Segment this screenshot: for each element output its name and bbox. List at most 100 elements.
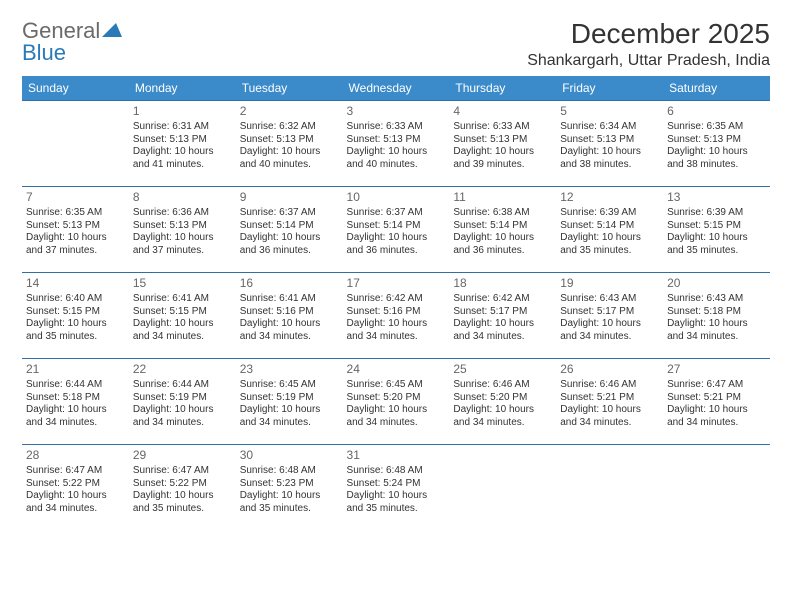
sunset-text: Sunset: 5:19 PM <box>240 392 339 405</box>
calendar-cell: 12Sunrise: 6:39 AMSunset: 5:14 PMDayligh… <box>556 187 663 273</box>
sunrise-text: Sunrise: 6:41 AM <box>240 293 339 306</box>
calendar-cell: 28Sunrise: 6:47 AMSunset: 5:22 PMDayligh… <box>22 445 129 531</box>
daylight-text: Daylight: 10 hours and 36 minutes. <box>453 232 552 257</box>
sunrise-text: Sunrise: 6:47 AM <box>26 465 125 478</box>
calendar-cell: 5Sunrise: 6:34 AMSunset: 5:13 PMDaylight… <box>556 101 663 187</box>
calendar-cell: 16Sunrise: 6:41 AMSunset: 5:16 PMDayligh… <box>236 273 343 359</box>
calendar-row: 28Sunrise: 6:47 AMSunset: 5:22 PMDayligh… <box>22 445 770 531</box>
sunrise-text: Sunrise: 6:47 AM <box>133 465 232 478</box>
title-block: December 2025 Shankargarh, Uttar Pradesh… <box>527 18 770 70</box>
day-number: 22 <box>133 362 232 377</box>
calendar-row: 21Sunrise: 6:44 AMSunset: 5:18 PMDayligh… <box>22 359 770 445</box>
day-number: 15 <box>133 276 232 291</box>
sunset-text: Sunset: 5:13 PM <box>133 134 232 147</box>
calendar-cell: 8 Sunrise: 6:36 AMSunset: 5:13 PMDaylight… <box>129 187 236 273</box>
calendar-cell: 22Sunrise: 6:44 AMSunset: 5:19 PMDayligh… <box>129 359 236 445</box>
sunrise-text: Sunrise: 6:39 AM <box>667 207 766 220</box>
calendar-cell: 13Sunrise: 6:39 AMSunset: 5:15 PMDayligh… <box>663 187 770 273</box>
calendar-row: 7Sunrise: 6:35 AMSunset: 5:13 PMDaylight… <box>22 187 770 273</box>
calendar-cell: 25Sunrise: 6:46 AMSunset: 5:20 PMDayligh… <box>449 359 556 445</box>
sunset-text: Sunset: 5:13 PM <box>453 134 552 147</box>
daylight-text: Daylight: 10 hours and 34 minutes. <box>26 404 125 429</box>
sunrise-text: Sunrise: 6:35 AM <box>26 207 125 220</box>
calendar-cell: 27Sunrise: 6:47 AMSunset: 5:21 PMDayligh… <box>663 359 770 445</box>
daylight-text: Daylight: 10 hours and 34 minutes. <box>560 318 659 343</box>
day-number: 28 <box>26 448 125 463</box>
dayhead-mon: Monday <box>129 76 236 101</box>
sunset-text: Sunset: 5:15 PM <box>133 306 232 319</box>
location-text: Shankargarh, Uttar Pradesh, India <box>527 52 770 70</box>
day-number: 23 <box>240 362 339 377</box>
calendar-cell <box>22 101 129 187</box>
day-number: 24 <box>347 362 446 377</box>
calendar-cell: 7Sunrise: 6:35 AMSunset: 5:13 PMDaylight… <box>22 187 129 273</box>
daylight-text: Daylight: 10 hours and 41 minutes. <box>133 146 232 171</box>
brand-name-part2-wrap: Blue <box>22 40 66 66</box>
calendar-cell <box>556 445 663 531</box>
sunset-text: Sunset: 5:13 PM <box>347 134 446 147</box>
sunset-text: Sunset: 5:16 PM <box>347 306 446 319</box>
sunrise-text: Sunrise: 6:38 AM <box>453 207 552 220</box>
sunset-text: Sunset: 5:14 PM <box>453 220 552 233</box>
calendar-cell: 2Sunrise: 6:32 AMSunset: 5:13 PMDaylight… <box>236 101 343 187</box>
daylight-text: Daylight: 10 hours and 35 minutes. <box>240 490 339 515</box>
sunrise-text: Sunrise: 6:36 AM <box>133 207 232 220</box>
sunset-text: Sunset: 5:13 PM <box>240 134 339 147</box>
day-number: 8 <box>133 190 232 205</box>
dayhead-tue: Tuesday <box>236 76 343 101</box>
dayhead-sun: Sunday <box>22 76 129 101</box>
sunset-text: Sunset: 5:13 PM <box>26 220 125 233</box>
dayhead-wed: Wednesday <box>343 76 450 101</box>
day-number: 4 <box>453 104 552 119</box>
daylight-text: Daylight: 10 hours and 34 minutes. <box>240 404 339 429</box>
calendar-cell: 19Sunrise: 6:43 AMSunset: 5:17 PMDayligh… <box>556 273 663 359</box>
daylight-text: Daylight: 10 hours and 40 minutes. <box>240 146 339 171</box>
sunset-text: Sunset: 5:13 PM <box>560 134 659 147</box>
month-title: December 2025 <box>527 18 770 50</box>
daylight-text: Daylight: 10 hours and 35 minutes. <box>26 318 125 343</box>
header: General December 2025 Shankargarh, Uttar… <box>22 18 770 70</box>
sunset-text: Sunset: 5:14 PM <box>347 220 446 233</box>
sunrise-text: Sunrise: 6:31 AM <box>133 121 232 134</box>
sunrise-text: Sunrise: 6:39 AM <box>560 207 659 220</box>
daylight-text: Daylight: 10 hours and 34 minutes. <box>667 404 766 429</box>
calendar-cell: 21Sunrise: 6:44 AMSunset: 5:18 PMDayligh… <box>22 359 129 445</box>
sunset-text: Sunset: 5:14 PM <box>560 220 659 233</box>
sunrise-text: Sunrise: 6:44 AM <box>26 379 125 392</box>
sunrise-text: Sunrise: 6:45 AM <box>240 379 339 392</box>
sunrise-text: Sunrise: 6:41 AM <box>133 293 232 306</box>
day-number: 6 <box>667 104 766 119</box>
day-number: 20 <box>667 276 766 291</box>
daylight-text: Daylight: 10 hours and 37 minutes. <box>133 232 232 257</box>
daylight-text: Daylight: 10 hours and 38 minutes. <box>667 146 766 171</box>
calendar-cell: 6Sunrise: 6:35 AMSunset: 5:13 PMDaylight… <box>663 101 770 187</box>
sunrise-text: Sunrise: 6:42 AM <box>347 293 446 306</box>
sunset-text: Sunset: 5:21 PM <box>667 392 766 405</box>
daylight-text: Daylight: 10 hours and 34 minutes. <box>453 404 552 429</box>
calendar-row: 14 Sunrise: 6:40 AM Sunset: 5:15 PM Dayligh… <box>22 273 770 359</box>
sunrise-text: Sunrise: 6:40 AM <box>26 293 125 306</box>
daylight-text: Daylight: 10 hours and 34 minutes. <box>347 318 446 343</box>
day-number: 21 <box>26 362 125 377</box>
day-number: 5 <box>560 104 659 119</box>
calendar-cell: 26Sunrise: 6:46 AMSunset: 5:21 PMDayligh… <box>556 359 663 445</box>
sunset-text: Sunset: 5:13 PM <box>133 220 232 233</box>
sunset-text: Sunset: 5:13 PM <box>667 134 766 147</box>
dayhead-fri: Friday <box>556 76 663 101</box>
sunrise-text: Sunrise: 6:34 AM <box>560 121 659 134</box>
day-number: 11 <box>453 190 552 205</box>
calendar-cell <box>449 445 556 531</box>
sunset-text: Sunset: 5:20 PM <box>347 392 446 405</box>
dayhead-sat: Saturday <box>663 76 770 101</box>
sunset-text: Sunset: 5:17 PM <box>560 306 659 319</box>
calendar-table: Sunday Monday Tuesday Wednesday Thursday… <box>22 76 770 531</box>
calendar-cell: 18Sunrise: 6:42 AMSunset: 5:17 PMDayligh… <box>449 273 556 359</box>
day-number: 29 <box>133 448 232 463</box>
day-number: 14 <box>26 276 125 291</box>
sunset-text: Sunset: 5:22 PM <box>26 478 125 491</box>
brand-triangle-icon <box>102 21 122 42</box>
daylight-text: Daylight: 10 hours and 39 minutes. <box>453 146 552 171</box>
day-number: 7 <box>26 190 125 205</box>
sunrise-text: Sunrise: 6:47 AM <box>667 379 766 392</box>
sunrise-text: Sunrise: 6:33 AM <box>347 121 446 134</box>
